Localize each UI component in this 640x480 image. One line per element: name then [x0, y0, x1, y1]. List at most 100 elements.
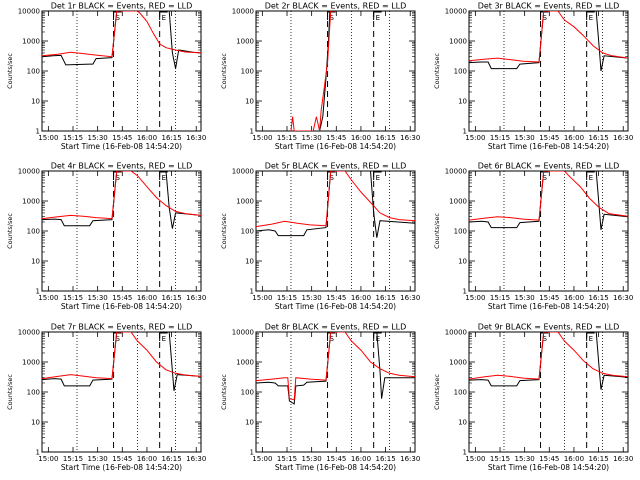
lld-series-line	[290, 11, 336, 131]
y-tick-label: 10	[31, 419, 40, 427]
y-tick-label: 100	[454, 228, 467, 236]
x-tick-label: 15:15	[63, 294, 83, 302]
panel-title: Det 9r BLACK = Events, RED = LLD	[478, 323, 620, 332]
x-tick-label: 16:00	[137, 294, 157, 302]
y-tick-label: 10000	[232, 168, 254, 176]
time-marker-bracket	[327, 332, 336, 341]
time-marker-label: S	[116, 335, 121, 343]
y-tick-label: 10	[245, 98, 254, 106]
x-tick-label: 15:30	[302, 134, 322, 142]
lld-series-line	[42, 332, 201, 380]
x-axis-label: Start Time (16-Feb-08 14:54:20)	[488, 463, 609, 472]
events-series-line	[469, 332, 628, 390]
panel-title: Det 4r BLACK = Events, RED = LLD	[51, 162, 193, 171]
x-tick-label: 15:30	[302, 294, 322, 302]
x-tick-label: 15:45	[326, 134, 346, 142]
x-tick-label: 15:15	[490, 455, 510, 463]
panel-4: Det 4r BLACK = Events, RED = LLD S E 1 10 100…	[6, 162, 206, 312]
x-tick-label: 16:15	[161, 294, 181, 302]
y-tick-label: 100	[454, 389, 467, 397]
time-marker-label: S	[330, 335, 335, 343]
panel-title: Det 7r BLACK = Events, RED = LLD	[51, 323, 193, 332]
time-marker-label: S	[543, 174, 548, 182]
y-tick-label: 10	[31, 98, 40, 106]
x-tick-label: 15:15	[277, 294, 297, 302]
x-tick-label: 16:30	[613, 455, 633, 463]
y-tick-label: 100	[27, 389, 40, 397]
y-tick-label: 1	[463, 128, 467, 136]
y-tick-label: 1000	[22, 198, 40, 206]
y-tick-label: 1000	[236, 359, 254, 367]
x-tick-label: 15:45	[539, 134, 559, 142]
time-marker-bracket	[113, 171, 122, 180]
x-tick-label: 15:15	[490, 134, 510, 142]
y-tick-label: 100	[241, 68, 254, 76]
panel-1: Det 1r BLACK = Events, RED = LLD S E 1 10 100…	[6, 2, 206, 152]
x-tick-label: 15:30	[88, 134, 108, 142]
x-tick-label: 16:00	[351, 294, 371, 302]
y-axis-label: Counts/sec	[433, 53, 441, 89]
x-tick-label: 16:30	[400, 294, 420, 302]
y-tick-label: 10	[31, 258, 40, 266]
x-tick-label: 15:15	[63, 455, 83, 463]
x-tick-label: 16:15	[161, 134, 181, 142]
y-tick-label: 10000	[445, 329, 467, 337]
x-tick-label: 16:00	[564, 294, 584, 302]
events-series-line	[469, 11, 628, 72]
panel-2: Det 2r BLACK = Events, RED = LLD S E 1 10 100…	[220, 2, 420, 152]
y-tick-label: 1000	[236, 38, 254, 46]
panel-title: Det 8r BLACK = Events, RED = LLD	[265, 323, 407, 332]
time-marker-bracket	[586, 171, 595, 180]
panel-8: Det 8r BLACK = Events, RED = LLD S E 1 10 100…	[220, 323, 420, 473]
y-tick-label: 10000	[445, 168, 467, 176]
y-tick-label: 1	[36, 128, 40, 136]
x-tick-label: 16:00	[137, 134, 157, 142]
panel-7: Det 7r BLACK = Events, RED = LLD S E 1 10 100…	[6, 323, 206, 473]
panel-title: Det 5r BLACK = Events, RED = LLD	[265, 162, 407, 171]
time-marker-bracket	[373, 332, 382, 341]
time-marker-label: E	[162, 174, 166, 182]
lld-series-line	[256, 171, 415, 228]
panel-6: Det 6r BLACK = Events, RED = LLD S E 1 10 100…	[433, 162, 633, 312]
time-marker-label: S	[116, 14, 121, 22]
events-series-line	[256, 332, 415, 405]
x-axis-label: Start Time (16-Feb-08 14:54:20)	[61, 302, 182, 311]
lld-series-line	[469, 11, 628, 63]
x-tick-label: 15:30	[515, 134, 535, 142]
time-marker-label: E	[589, 335, 593, 343]
y-tick-label: 1000	[449, 198, 467, 206]
y-tick-label: 1	[250, 288, 254, 296]
x-tick-label: 15:45	[112, 294, 132, 302]
events-series-line	[256, 171, 415, 238]
time-marker-bracket	[159, 11, 168, 20]
lld-series-line	[256, 332, 415, 401]
x-tick-label: 15:15	[277, 455, 297, 463]
time-marker-bracket	[159, 332, 168, 341]
x-tick-label: 15:00	[465, 294, 485, 302]
time-marker-label: S	[543, 14, 548, 22]
events-series-line	[469, 171, 628, 230]
x-tick-label: 16:15	[588, 294, 608, 302]
x-tick-label: 15:30	[88, 294, 108, 302]
y-tick-label: 1	[250, 449, 254, 457]
y-tick-label: 1000	[449, 38, 467, 46]
y-tick-label: 1000	[22, 359, 40, 367]
time-marker-bracket	[327, 171, 336, 180]
x-tick-label: 15:30	[515, 455, 535, 463]
time-marker-label: E	[376, 174, 380, 182]
x-tick-label: 16:30	[613, 294, 633, 302]
events-series-line	[42, 332, 201, 391]
x-tick-label: 16:15	[588, 134, 608, 142]
x-tick-label: 15:15	[277, 134, 297, 142]
x-tick-label: 15:00	[38, 455, 58, 463]
time-marker-bracket	[540, 332, 549, 341]
x-tick-label: 15:00	[38, 294, 58, 302]
y-tick-label: 10	[245, 258, 254, 266]
x-tick-label: 15:30	[302, 455, 322, 463]
y-tick-label: 1	[36, 288, 40, 296]
time-marker-label: E	[376, 14, 380, 22]
time-marker-label: S	[330, 14, 335, 22]
y-tick-label: 10000	[232, 8, 254, 16]
x-tick-label: 15:00	[465, 134, 485, 142]
